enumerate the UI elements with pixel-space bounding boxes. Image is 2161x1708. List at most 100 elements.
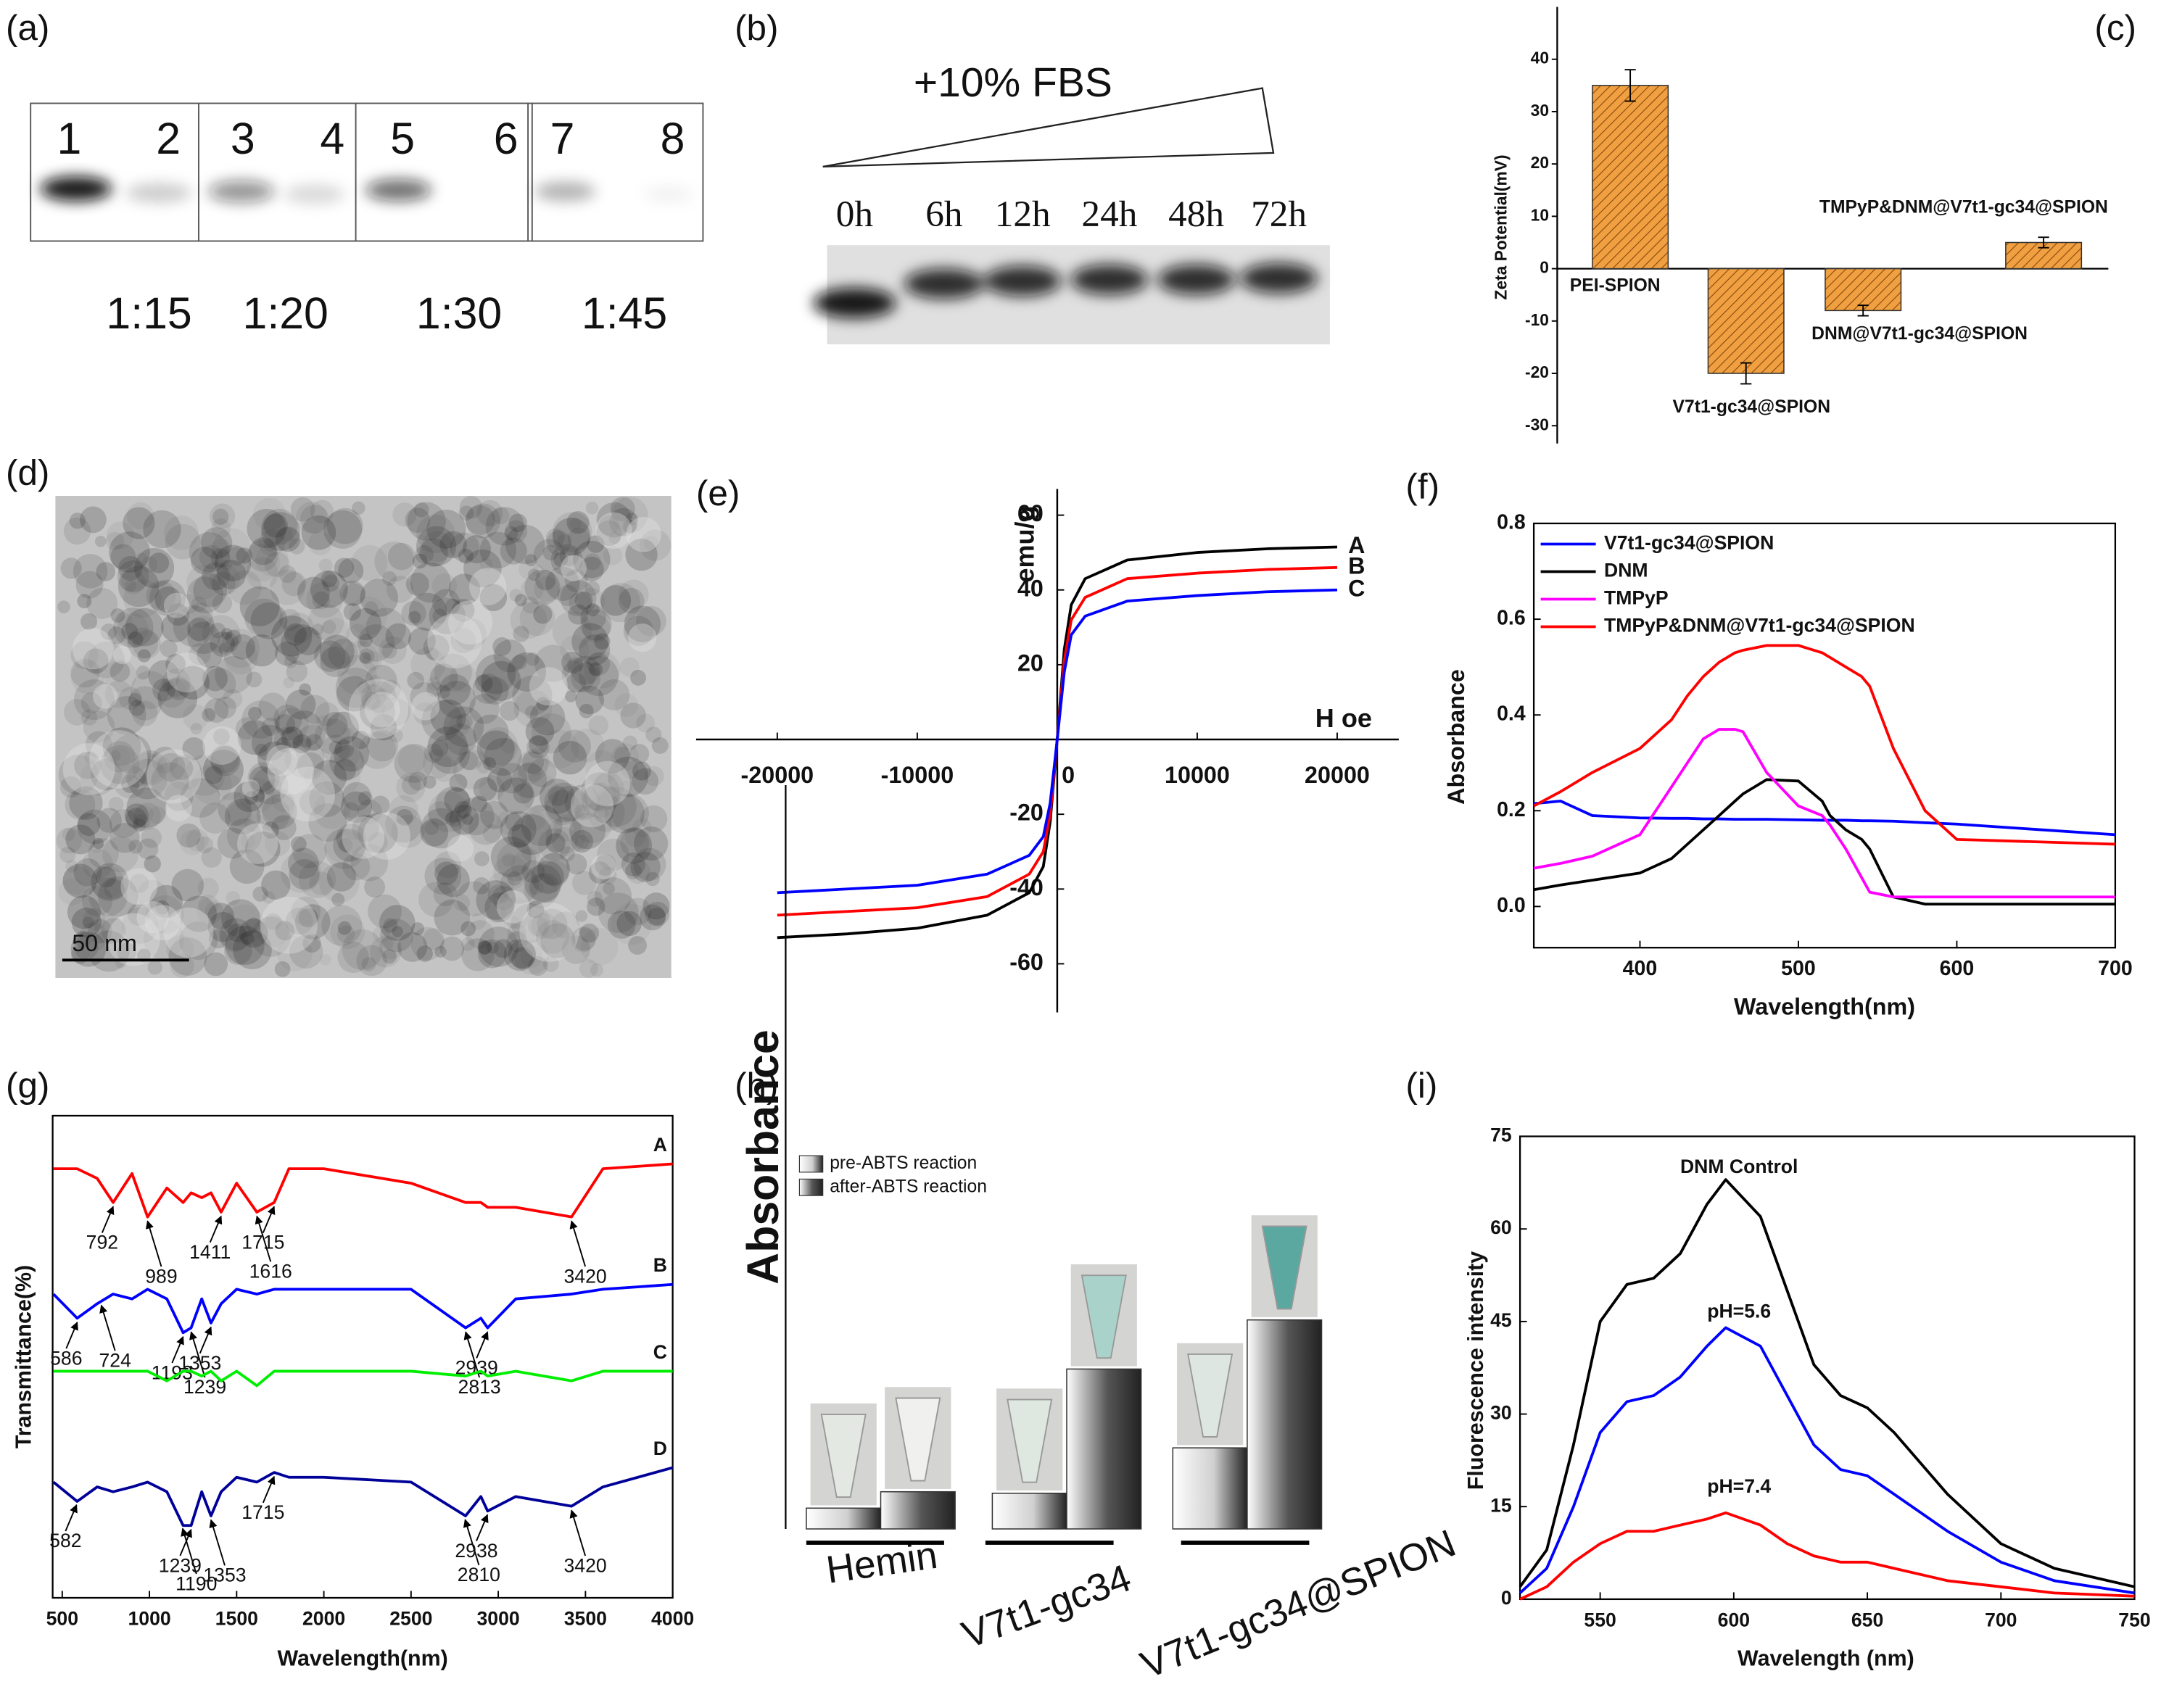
particle xyxy=(186,576,224,613)
x-tick-label: 550 xyxy=(1584,1609,1616,1630)
particle xyxy=(511,814,553,855)
y-axis-title: Fluorescence intensity xyxy=(1463,1251,1488,1490)
particle xyxy=(297,752,325,780)
particle xyxy=(276,707,309,741)
particle xyxy=(632,818,652,838)
particle xyxy=(560,580,597,617)
particle xyxy=(154,586,181,613)
particle xyxy=(496,763,527,794)
particle xyxy=(329,740,343,755)
particle xyxy=(584,651,621,689)
particle xyxy=(284,613,314,643)
particle xyxy=(420,818,449,847)
particle xyxy=(569,592,592,615)
category-label: V7t1-gc34 xyxy=(956,1556,1136,1657)
x-tick-label: 3000 xyxy=(477,1607,520,1629)
particle xyxy=(309,781,345,817)
particle xyxy=(381,643,397,659)
particle xyxy=(161,613,191,642)
series-line xyxy=(1519,1178,2135,1588)
particle xyxy=(423,634,450,661)
particle xyxy=(593,803,613,824)
particle xyxy=(485,507,524,546)
particle xyxy=(550,544,583,576)
particle xyxy=(604,793,645,834)
particle xyxy=(60,557,82,579)
peak-arrow xyxy=(189,1331,206,1378)
peak-arrow xyxy=(262,1206,276,1233)
void xyxy=(163,592,189,618)
particle xyxy=(281,571,307,597)
particle xyxy=(449,664,478,692)
particle xyxy=(63,699,91,726)
particle xyxy=(85,731,112,758)
bar xyxy=(1066,1368,1142,1530)
particle xyxy=(579,923,600,943)
particle xyxy=(132,750,168,786)
particle xyxy=(580,927,619,966)
particle xyxy=(199,544,223,569)
particle xyxy=(334,758,356,782)
series-line xyxy=(52,1282,673,1335)
particle xyxy=(214,696,236,719)
particle xyxy=(358,731,396,769)
particle xyxy=(274,714,296,735)
particle xyxy=(437,681,476,719)
series-label: A xyxy=(653,1134,667,1156)
particle xyxy=(319,634,355,670)
particle xyxy=(318,558,333,573)
particle xyxy=(196,836,214,854)
particle xyxy=(191,764,232,805)
particle xyxy=(69,513,86,529)
x-tick-label: 750 xyxy=(2118,1609,2150,1630)
particle xyxy=(333,829,366,862)
void xyxy=(267,747,314,795)
particle xyxy=(632,768,658,795)
particle xyxy=(336,823,366,854)
plot-frame xyxy=(51,1114,674,1599)
tube-photo xyxy=(885,1387,951,1489)
particle xyxy=(401,775,421,795)
particle xyxy=(244,791,258,805)
particle xyxy=(77,594,92,609)
x-axis-title: Wavelength (nm) xyxy=(1738,1646,1914,1671)
particle xyxy=(176,823,201,848)
particle xyxy=(244,598,284,637)
particle xyxy=(273,726,300,753)
particle xyxy=(484,892,515,923)
particle xyxy=(81,885,113,917)
legend-label: TMPyP&DNM@V7t1-gc34@SPION xyxy=(1604,615,1915,637)
particle xyxy=(643,535,659,551)
particle xyxy=(389,729,403,742)
peak-label: 989 xyxy=(145,1265,177,1287)
particle xyxy=(71,907,102,938)
y-axis-title: Absorbance xyxy=(1443,669,1469,805)
particle xyxy=(209,503,236,529)
particle xyxy=(263,513,289,538)
particle xyxy=(580,605,606,631)
void xyxy=(447,835,474,862)
particle xyxy=(579,556,604,581)
particle xyxy=(82,848,113,879)
particle xyxy=(396,772,426,803)
particle xyxy=(352,501,365,515)
particle xyxy=(179,829,205,855)
particle xyxy=(216,560,247,589)
particle xyxy=(179,921,218,960)
particle xyxy=(94,914,124,945)
particle xyxy=(257,741,292,776)
particle xyxy=(479,775,505,802)
particle xyxy=(542,860,569,887)
particle xyxy=(575,910,588,922)
particle xyxy=(338,837,353,853)
particle xyxy=(426,647,439,660)
particle xyxy=(531,912,558,940)
tube xyxy=(1080,1274,1127,1359)
particle xyxy=(507,923,526,942)
particle xyxy=(336,925,355,943)
particle xyxy=(575,685,604,715)
particle xyxy=(458,505,474,521)
particle xyxy=(642,892,670,920)
particle xyxy=(645,901,670,926)
